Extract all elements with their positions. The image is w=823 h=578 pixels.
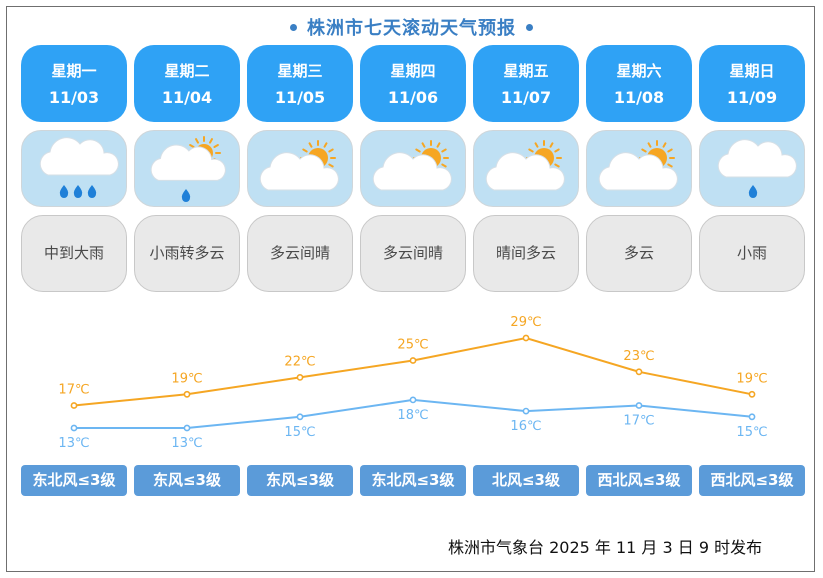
high-temp-point [70,402,78,409]
low-temp-point [748,413,756,421]
low-temp-label: 13℃ [171,436,202,451]
high-temp-point [183,390,191,398]
low-temp-point [296,413,304,421]
date-label: 11/05 [274,88,326,107]
day-card: 星期五 11/07 [473,45,579,122]
weekday-label: 星期五 [503,62,549,80]
date-label: 11/08 [613,88,665,107]
temperature-chart: 17℃ 19℃ 22℃ 25℃ 29℃ 23℃ 19℃ 13℃ 13℃ 15℃ 18℃ 16℃ 17℃ 1… [58,315,767,451]
low-temp-point [409,396,417,404]
wind-badge: 北风≤3级 [473,465,579,496]
low-temp-point [522,407,530,415]
weather-icon-card [247,130,353,207]
weekday-label: 星期二 [164,62,210,80]
date-label: 11/03 [48,88,100,107]
low-temp-label: 13℃ [58,436,89,451]
high-temp-label: 22℃ [284,354,315,369]
weather-icon-card [699,130,805,207]
weekday-label: 星期日 [729,62,775,80]
low-temp-point [70,424,78,432]
high-temp-label: 23℃ [623,349,654,364]
high-temp-point [409,357,417,364]
high-temp-label: 19℃ [171,371,202,386]
weather-description: 多云间晴 [247,215,353,292]
high-temp-point [635,368,643,376]
weekday-label: 星期六 [616,62,662,80]
weather-description: 晴间多云 [473,215,579,292]
weather-icon-card [360,130,466,207]
weather-description: 小雨 [699,215,805,292]
low-temp-label: 17℃ [623,414,654,429]
date-label: 11/09 [726,88,778,107]
title-bullet-left [290,23,297,31]
high-temp-label: 19℃ [736,371,767,386]
wind-badge: 西北风≤3级 [699,465,805,496]
low-temp-point [635,402,643,409]
page-title: 株洲市七天滚动天气预报 [0,14,823,40]
date-label: 11/07 [500,88,552,107]
day-card: 星期六 11/08 [586,45,692,122]
issue-footer: 株洲市气象台 2025 年 11 月 3 日 9 时发布 [448,538,763,557]
weekday-label: 星期三 [277,62,323,80]
weather-description: 小雨转多云 [134,215,240,292]
weather-icon-card [586,130,692,207]
weather-icon-card [21,130,127,207]
low-temp-label: 18℃ [397,408,428,423]
day-card: 星期一 11/03 [21,45,127,122]
day-card: 星期四 11/06 [360,45,466,122]
weather-description: 多云间晴 [360,215,466,292]
weekday-label: 星期一 [51,62,97,80]
day-card: 星期三 11/05 [247,45,353,122]
date-label: 11/04 [161,88,213,107]
wind-badge: 东北风≤3级 [21,465,127,496]
high-temp-point [522,334,530,342]
low-temp-label: 16℃ [510,419,541,434]
wind-badge: 东北风≤3级 [360,465,466,496]
high-temp-label: 25℃ [397,338,428,353]
low-temp-label: 15℃ [284,425,315,440]
title-text: 株洲市七天滚动天气预报 [307,18,516,39]
day-card: 星期二 11/04 [134,45,240,122]
wind-badge: 西北风≤3级 [586,465,692,496]
day-card: 星期日 11/09 [699,45,805,122]
weather-icon-card [134,130,240,207]
wind-badge: 东风≤3级 [134,465,240,496]
high-temp-label: 29℃ [510,315,541,330]
high-temp-label: 17℃ [58,383,89,398]
weather-icon-card [473,130,579,207]
low-temp-point [183,424,191,432]
wind-badge: 东风≤3级 [247,465,353,496]
weather-description: 多云 [586,215,692,292]
high-temp-point [296,374,304,381]
outer-frame [6,6,815,572]
low-temp-label: 15℃ [736,425,767,440]
weekday-label: 星期四 [390,62,436,80]
title-bullet-right [526,23,533,31]
date-label: 11/06 [387,88,439,107]
high-temp-point [748,390,756,398]
weather-description: 中到大雨 [21,215,127,292]
